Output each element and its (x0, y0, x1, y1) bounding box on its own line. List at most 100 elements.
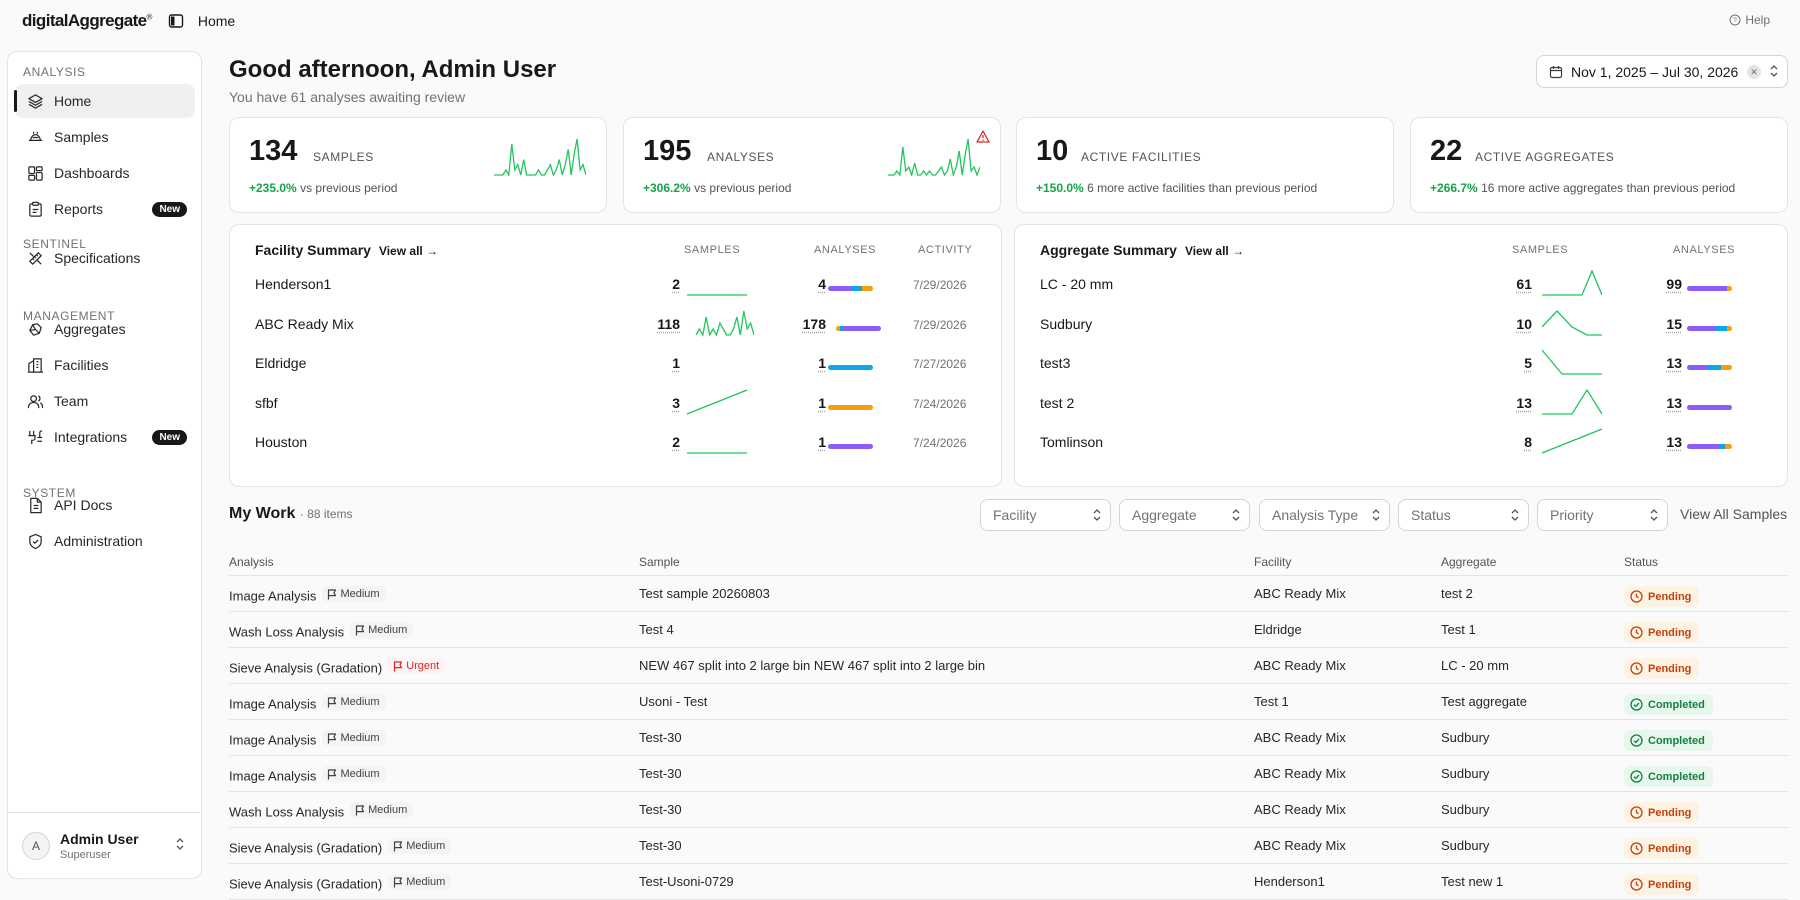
flag-icon (355, 625, 365, 636)
aggregate-name: Sudbury (1040, 316, 1092, 332)
aggregate-analyses-count: 13 (1666, 395, 1682, 411)
sidebar-item-label: Reports (54, 201, 103, 217)
sidebar-item-api-docs[interactable]: API Docs (15, 488, 195, 522)
chevron-up-down-icon (1769, 64, 1779, 78)
facility-cell: ABC Ready Mix (1254, 766, 1346, 781)
aggregate-row[interactable]: Tomlinson 8 13 (1040, 428, 1760, 458)
aggregate-cell: Test 1 (1441, 622, 1476, 637)
help-icon: ? (1729, 14, 1741, 26)
table-row[interactable]: Image Analysis Medium Test-30 ABC Ready M… (229, 720, 1788, 756)
flag-icon (327, 589, 337, 600)
clock-icon (1630, 806, 1643, 819)
priority-badge: Medium (322, 694, 385, 710)
clear-date-icon[interactable]: ✕ (1747, 65, 1761, 79)
stat-card-analyses[interactable]: 195 ANALYSES +306.2% vs previous period (623, 117, 1001, 213)
help-link[interactable]: ? Help (1729, 13, 1770, 27)
facility-summary-title: Facility Summary (255, 242, 371, 258)
view-all-samples-link[interactable]: View All Samples (1680, 506, 1787, 522)
analysis-mix-bar (1687, 444, 1732, 449)
facility-name: Henderson1 (255, 276, 331, 292)
building-icon (27, 357, 44, 374)
sidebar-item-integrations[interactable]: Integrations New (15, 420, 195, 454)
facility-row[interactable]: sfbf 3 1 7/24/2026 (255, 389, 975, 419)
facility-cell: Henderson1 (1254, 874, 1325, 889)
aggregate-samples-count: 13 (1516, 395, 1532, 411)
stat-card-active-aggregates[interactable]: 22 ACTIVE AGGREGATES +266.7% 16 more act… (1410, 117, 1788, 213)
table-row[interactable]: Wash Loss Analysis Medium Test-30 ABC Rea… (229, 792, 1788, 828)
facility-analyses-count: 4 (818, 276, 826, 292)
facility-row[interactable]: ABC Ready Mix 118 178 7/29/2026 (255, 310, 975, 340)
sidebar: ANALYSIS Home Samples Dashboards Reports… (7, 51, 202, 879)
svg-text:?: ? (1733, 18, 1737, 25)
table-row[interactable]: Image Analysis Medium Test-30 ABC Ready M… (229, 756, 1788, 792)
aggregate-name: LC - 20 mm (1040, 276, 1113, 292)
user-name: Admin User (60, 831, 139, 847)
table-row[interactable]: Image Analysis Medium Usoni - Test Test 1… (229, 684, 1788, 720)
table-row[interactable]: Sieve Analysis (Gradation) Medium Test-Us… (229, 864, 1788, 900)
sidebar-item-facilities[interactable]: Facilities (15, 348, 195, 382)
stat-card-active-facilities[interactable]: 10 ACTIVE FACILITIES +150.0% 6 more acti… (1016, 117, 1394, 213)
table-row[interactable]: Image Analysis Medium Test sample 2026080… (229, 576, 1788, 612)
status-badge: Pending (1624, 802, 1699, 823)
aggregate-samples-count: 61 (1516, 276, 1532, 292)
filter-status[interactable]: Status (1398, 499, 1529, 531)
aggregate-row[interactable]: test 2 13 13 (1040, 389, 1760, 419)
breadcrumb[interactable]: Home (198, 13, 235, 29)
filter-priority[interactable]: Priority (1537, 499, 1668, 531)
priority-badge: Medium (322, 586, 385, 602)
aggregate-row[interactable]: test3 5 13 (1040, 349, 1760, 379)
facility-row[interactable]: Henderson1 2 4 7/29/2026 (255, 270, 975, 300)
date-range-value: Nov 1, 2025 – Jul 30, 2026 (1571, 64, 1738, 80)
table-row[interactable]: Sieve Analysis (Gradation) Medium Test-30… (229, 828, 1788, 864)
sidebar-item-label: API Docs (54, 497, 112, 513)
stat-change: +150.0% 6 more active facilities than pr… (1036, 181, 1317, 195)
column-header-activity: ACTIVITY (918, 244, 972, 256)
stat-change: +266.7% 16 more active aggregates than p… (1430, 181, 1735, 195)
sidebar-item-team[interactable]: Team (15, 384, 195, 418)
facility-row[interactable]: Houston 2 1 7/24/2026 (255, 428, 975, 458)
user-menu[interactable]: A Admin User Superuser (8, 812, 201, 878)
analysis-cell: Wash Loss Analysis Medium (229, 802, 413, 820)
sidebar-item-samples[interactable]: Samples (15, 120, 195, 154)
filter-facility[interactable]: Facility (980, 499, 1111, 531)
aggregate-view-all-link[interactable]: View all → (1185, 244, 1244, 258)
facility-row[interactable]: Eldridge 1 1 7/27/2026 (255, 349, 975, 379)
analysis-cell: Image Analysis Medium (229, 694, 386, 712)
sample-cell: Test-30 (639, 766, 682, 781)
sidebar-item-specifications[interactable]: Specifications (15, 241, 195, 275)
sidebar-item-reports[interactable]: Reports New (15, 192, 195, 226)
facility-activity-date: 7/29/2026 (913, 318, 966, 332)
priority-badge: Medium (350, 802, 413, 818)
aggregate-row[interactable]: Sudbury 10 15 (1040, 310, 1760, 340)
trend-sparkline (1542, 389, 1602, 417)
facility-cell: Test 1 (1254, 694, 1289, 709)
filter-aggregate[interactable]: Aggregate (1119, 499, 1250, 531)
table-row[interactable]: Sieve Analysis (Gradation) Urgent NEW 467… (229, 648, 1788, 684)
sidebar-item-home[interactable]: Home (15, 84, 195, 118)
aggregate-row[interactable]: LC - 20 mm 61 99 (1040, 270, 1760, 300)
table-row[interactable]: Wash Loss Analysis Medium Test 4 Eldridge… (229, 612, 1788, 648)
sidebar-item-label: Home (54, 93, 91, 109)
stat-label: ANALYSES (707, 150, 774, 164)
status-badge: Pending (1624, 838, 1699, 859)
app-logo[interactable]: digitalAggregate® (22, 11, 152, 31)
sidebar-item-administration[interactable]: Administration (15, 524, 195, 558)
facility-cell: ABC Ready Mix (1254, 730, 1346, 745)
date-range-picker[interactable]: Nov 1, 2025 – Jul 30, 2026 ✕ (1536, 55, 1788, 88)
column-header-facility: Facility (1254, 555, 1291, 569)
aggregate-analyses-count: 13 (1666, 355, 1682, 371)
sidebar-item-aggregates[interactable]: Aggregates (15, 312, 195, 346)
top-bar: digitalAggregate® Home ? Help (0, 0, 1800, 42)
filter-analysis-type[interactable]: Analysis Type (1259, 499, 1390, 531)
sidebar-item-dashboards[interactable]: Dashboards (15, 156, 195, 190)
sample-cell: Test-30 (639, 802, 682, 817)
status-badge: Pending (1624, 622, 1699, 643)
sidebar-section-analysis: ANALYSIS (23, 65, 86, 79)
table-header: Analysis Sample Facility Aggregate Statu… (229, 552, 1788, 576)
warning-icon[interactable] (976, 130, 990, 143)
sidebar-toggle-icon[interactable] (168, 13, 184, 29)
facility-view-all-link[interactable]: View all → (379, 244, 438, 258)
priority-badge: Medium (322, 730, 385, 746)
analysis-cell: Sieve Analysis (Gradation) Urgent (229, 658, 445, 676)
stat-card-samples[interactable]: 134 SAMPLES +235.0% vs previous period (229, 117, 607, 213)
